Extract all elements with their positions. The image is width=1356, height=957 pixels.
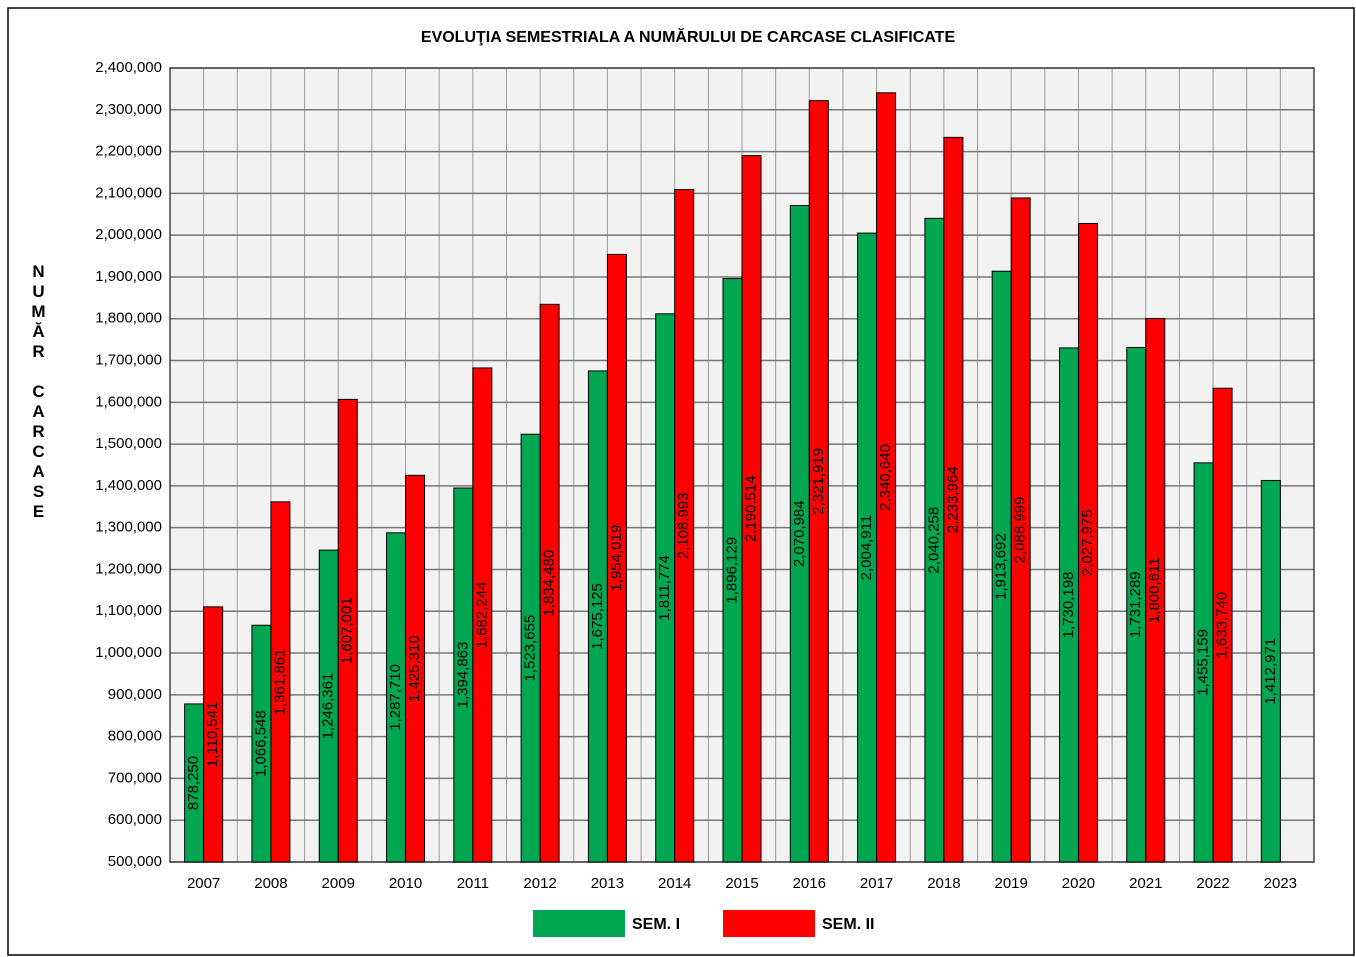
y-axis-label: NUMĂR CARCASE bbox=[29, 262, 48, 522]
y-tick-label: 1,200,000 bbox=[95, 560, 162, 577]
x-tick-label: 2014 bbox=[658, 875, 691, 892]
x-tick-label: 2020 bbox=[1062, 875, 1095, 892]
bar bbox=[1010, 197, 1031, 863]
bar bbox=[539, 303, 560, 863]
bar bbox=[1077, 222, 1098, 863]
x-tick-label: 2015 bbox=[725, 875, 758, 892]
data-label: 1,730,198 bbox=[1060, 572, 1077, 639]
y-tick-label: 600,000 bbox=[108, 811, 162, 828]
data-label: 1,455,159 bbox=[1195, 629, 1212, 696]
data-label: 1,800,611 bbox=[1146, 557, 1163, 623]
legend-label: SEM. II bbox=[822, 916, 874, 933]
y-tick-label: 1,500,000 bbox=[95, 435, 162, 452]
x-tick-label: 2019 bbox=[994, 875, 1027, 892]
bar bbox=[741, 155, 762, 863]
data-label: 1,361,861 bbox=[271, 649, 288, 716]
data-label: 878,250 bbox=[185, 756, 202, 810]
data-label: 1,110,541 bbox=[204, 702, 221, 768]
y-tick-label: 1,100,000 bbox=[95, 602, 162, 619]
legend-swatch bbox=[533, 910, 625, 937]
bar bbox=[1260, 479, 1281, 863]
y-tick-label: 1,700,000 bbox=[95, 351, 162, 368]
x-tick-label: 2011 bbox=[457, 875, 489, 892]
y-tick-label: 1,900,000 bbox=[95, 268, 162, 285]
y-tick-label: 1,000,000 bbox=[95, 644, 162, 661]
bar bbox=[876, 92, 897, 863]
data-label: 1,682,244 bbox=[473, 582, 490, 649]
bar bbox=[270, 501, 291, 863]
y-tick-label: 2,100,000 bbox=[95, 184, 162, 201]
bar bbox=[405, 474, 426, 863]
data-label: 1,834,480 bbox=[541, 550, 558, 617]
y-tick-label: 2,000,000 bbox=[95, 226, 162, 243]
bar bbox=[674, 189, 695, 863]
x-tick-label: 2021 bbox=[1129, 875, 1162, 892]
data-label: 1,954,019 bbox=[608, 525, 625, 592]
y-tick-label: 1,800,000 bbox=[95, 310, 162, 327]
data-label: 1,633,740 bbox=[1214, 592, 1231, 659]
y-tick-label: 2,400,000 bbox=[95, 59, 162, 76]
data-label: 1,913,692 bbox=[993, 533, 1010, 600]
data-label: 1,425,310 bbox=[406, 635, 423, 702]
data-label: 2,040,258 bbox=[925, 507, 942, 574]
y-tick-label: 2,300,000 bbox=[95, 101, 162, 118]
data-label: 1,675,125 bbox=[589, 583, 606, 650]
bar bbox=[808, 100, 829, 863]
data-label: 1,287,710 bbox=[387, 664, 404, 731]
bar bbox=[472, 367, 493, 863]
bar bbox=[606, 253, 627, 863]
y-tick-label: 700,000 bbox=[108, 769, 162, 786]
y-tick-label: 800,000 bbox=[108, 728, 162, 745]
bar bbox=[203, 606, 224, 863]
bar bbox=[1212, 387, 1233, 863]
data-label: 1,246,361 bbox=[320, 673, 337, 740]
data-label: 2,190,514 bbox=[742, 475, 759, 542]
bar bbox=[337, 398, 358, 863]
data-label: 2,027,975 bbox=[1079, 509, 1096, 576]
x-tick-label: 2010 bbox=[389, 875, 422, 892]
y-tick-label: 500,000 bbox=[108, 853, 162, 870]
data-label: 2,088,999 bbox=[1012, 497, 1029, 564]
x-tick-label: 2013 bbox=[591, 875, 624, 892]
data-label: 1,731,289 bbox=[1127, 571, 1144, 638]
x-tick-label: 2012 bbox=[523, 875, 556, 892]
data-label: 1,811,774 bbox=[656, 555, 673, 621]
data-label: 1,523,655 bbox=[522, 615, 539, 682]
data-label: 2,108,993 bbox=[675, 492, 692, 559]
data-label: 2,340,640 bbox=[877, 444, 894, 511]
y-tick-label: 1,300,000 bbox=[95, 519, 162, 536]
x-tick-label: 2023 bbox=[1264, 875, 1297, 892]
y-tick-label: 1,600,000 bbox=[95, 393, 162, 410]
data-label: 2,321,919 bbox=[810, 448, 827, 515]
y-tick-label: 1,400,000 bbox=[95, 477, 162, 494]
x-tick-label: 2007 bbox=[187, 875, 220, 892]
data-label: 2,004,911 bbox=[858, 515, 875, 581]
legend-label: SEM. I bbox=[632, 916, 680, 933]
y-tick-label: 900,000 bbox=[108, 686, 162, 703]
legend-swatch bbox=[723, 910, 815, 937]
data-label: 2,070,984 bbox=[791, 500, 808, 567]
bar bbox=[943, 136, 964, 863]
y-tick-label: 2,200,000 bbox=[95, 143, 162, 160]
data-label: 1,412,971 bbox=[1262, 638, 1279, 705]
x-tick-label: 2016 bbox=[793, 875, 826, 892]
chart-title: EVOLUŢIA SEMESTRIALA A NUMĂRULUI DE CARC… bbox=[421, 27, 956, 46]
x-tick-label: 2017 bbox=[860, 875, 893, 892]
x-tick-label: 2008 bbox=[254, 875, 287, 892]
data-label: 2,233,964 bbox=[944, 466, 961, 533]
x-tick-label: 2022 bbox=[1196, 875, 1229, 892]
x-tick-label: 2018 bbox=[927, 875, 960, 892]
data-label: 1,066,548 bbox=[252, 710, 269, 777]
data-label: 1,896,129 bbox=[723, 537, 740, 604]
data-label: 1,607,001 bbox=[339, 597, 356, 664]
data-label: 1,394,863 bbox=[454, 642, 471, 709]
bar bbox=[1145, 317, 1166, 863]
x-tick-label: 2009 bbox=[322, 875, 355, 892]
